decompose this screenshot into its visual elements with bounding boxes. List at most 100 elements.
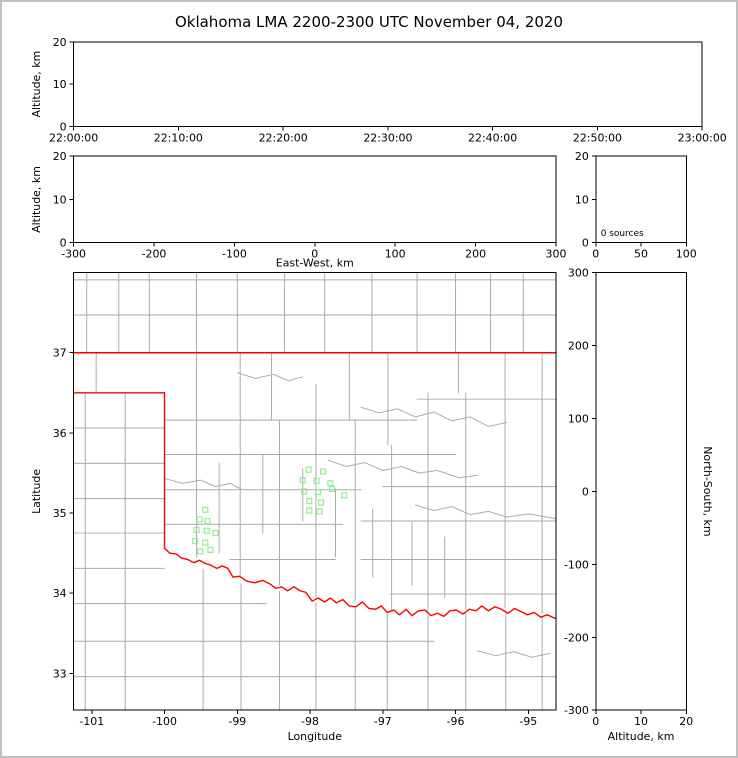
lma-source-point [192, 538, 199, 545]
x-tick-label: -100 [222, 248, 247, 261]
x-axis-label-ew_altitude: East-West, km [276, 257, 354, 270]
x-tick-label: 0 [592, 715, 599, 728]
annotation-sources-count: 0 sources [601, 229, 644, 239]
lma-source-point [313, 477, 320, 485]
county-borders [73, 272, 557, 711]
y-tick-label: 36 [53, 427, 67, 440]
x-tick-label: 10 [634, 715, 648, 728]
y-tick-label: 34 [53, 587, 67, 600]
river-line [164, 478, 242, 490]
x-tick-label: -97 [374, 715, 392, 728]
x-tick-label: 22:50:00 [573, 131, 622, 144]
x-tick-label: 22:30:00 [363, 131, 412, 144]
figure-title: Oklahoma LMA 2200-2300 UTC November 04, … [174, 13, 564, 31]
rivers [164, 372, 557, 658]
y-tick-label: 37 [53, 347, 67, 360]
x-tick-label: 100 [676, 248, 697, 261]
y-tick-label: -200 [564, 631, 589, 644]
lma-source-point [327, 480, 334, 487]
y-tick-label: 35 [53, 507, 67, 520]
panel-plan_view: -101 -100 -99 -98 -97 -96 -95 33 34 35 36 37 Longitu… [30, 272, 557, 743]
river-line [415, 504, 557, 520]
x-tick-label: 100 [385, 248, 406, 261]
y-tick-label: -300 [564, 704, 589, 717]
x-tick-label: -99 [228, 715, 246, 728]
x-tick-label: 23:00:00 [678, 131, 727, 144]
state-border [72, 352, 557, 620]
x-tick-label: 22:20:00 [259, 131, 308, 144]
lma-source-point [202, 539, 209, 546]
lma-source-point [320, 468, 327, 475]
y-tick-label: 0 [60, 237, 67, 250]
x-tick-label: 300 [546, 248, 567, 261]
lma-source-point [314, 489, 322, 496]
y-tick-label: 10 [53, 193, 67, 206]
lma-source-point [305, 466, 312, 473]
y-axis-label-plan_view: Latitude [30, 469, 43, 514]
y-tick-label: 0 [582, 237, 589, 250]
x-tick-label: 50 [634, 248, 648, 261]
lma-source-point [301, 488, 308, 495]
lma-source-point [203, 527, 210, 534]
x-tick-label: 22:00:00 [49, 131, 98, 144]
panel-time_altitude: 22:00:00 22:10:00 22:20:00 22:30:00 22:40:00… [30, 36, 727, 144]
x-tick-label: -300 [61, 248, 86, 261]
lma-source-point [207, 546, 214, 553]
river-line [236, 372, 304, 382]
lma-source-point [212, 529, 219, 537]
x-tick-label: 20 [679, 715, 693, 728]
y-tick-label: 20 [53, 150, 67, 163]
x-tick-label: 22:10:00 [154, 131, 203, 144]
x-tick-label: 0 [592, 248, 599, 261]
x-tick-label: -101 [79, 715, 104, 728]
lma-source-point [197, 548, 204, 555]
panel-ns_altitude: 0 10 20 -300 -200 -100 0 100 200 300 Altitude, km N… [564, 267, 714, 743]
panel-frame [73, 272, 557, 711]
lma-source-point [204, 517, 211, 525]
y-tick-label: 0 [60, 120, 67, 133]
lma-source-point [299, 477, 306, 484]
x-tick-label: -100 [152, 715, 177, 728]
lma-source-point [202, 506, 209, 513]
x-tick-label: 200 [465, 248, 486, 261]
panel-frame [595, 272, 687, 711]
lma-source-point [196, 516, 203, 523]
x-tick-label: 0 [311, 248, 318, 261]
state-border-line [163, 547, 557, 620]
river-line [327, 459, 478, 479]
x-tick-label: -200 [142, 248, 167, 261]
y-tick-label: 10 [53, 78, 67, 91]
x-tick-label: -98 [301, 715, 319, 728]
lma-source-point [328, 485, 335, 493]
x-tick-label: -95 [519, 715, 537, 728]
y-axis-label-right-ns_altitude: North-South, km [701, 446, 714, 536]
lma-source-point [306, 497, 313, 505]
y-tick-label: -100 [564, 558, 589, 571]
x-tick-label: -96 [447, 715, 465, 728]
y-tick-label: 20 [53, 36, 67, 49]
river-line [360, 406, 508, 427]
y-axis-label-time_altitude: Altitude, km [30, 51, 43, 118]
y-tick-label: 20 [575, 150, 589, 163]
y-tick-label: 33 [53, 667, 67, 680]
lma-source-point [193, 526, 200, 533]
lma-source-point [316, 508, 323, 515]
y-tick-label: 300 [568, 267, 589, 280]
panel-frame [73, 41, 703, 127]
panel-alt_histogram: 0 50 100 0 10 20 0 sources [575, 150, 697, 260]
lma-source-point [306, 507, 313, 514]
y-tick-label: 100 [568, 412, 589, 425]
lma-source-point [317, 499, 325, 506]
x-axis-label-plan_view: Longitude [288, 730, 343, 743]
panel-frame [73, 155, 557, 244]
river-line [476, 650, 551, 658]
y-tick-label: 10 [575, 193, 589, 206]
y-tick-label: 200 [568, 339, 589, 352]
y-axis-label-ew_altitude: Altitude, km [30, 166, 43, 233]
x-axis-label-ns_altitude: Altitude, km [608, 730, 675, 743]
y-tick-label: 0 [582, 485, 589, 498]
lma-source-point [341, 492, 348, 499]
panel-ew_altitude: -300 -200 -100 0 100 200 300 0 10 20 East-West, km… [30, 150, 567, 269]
